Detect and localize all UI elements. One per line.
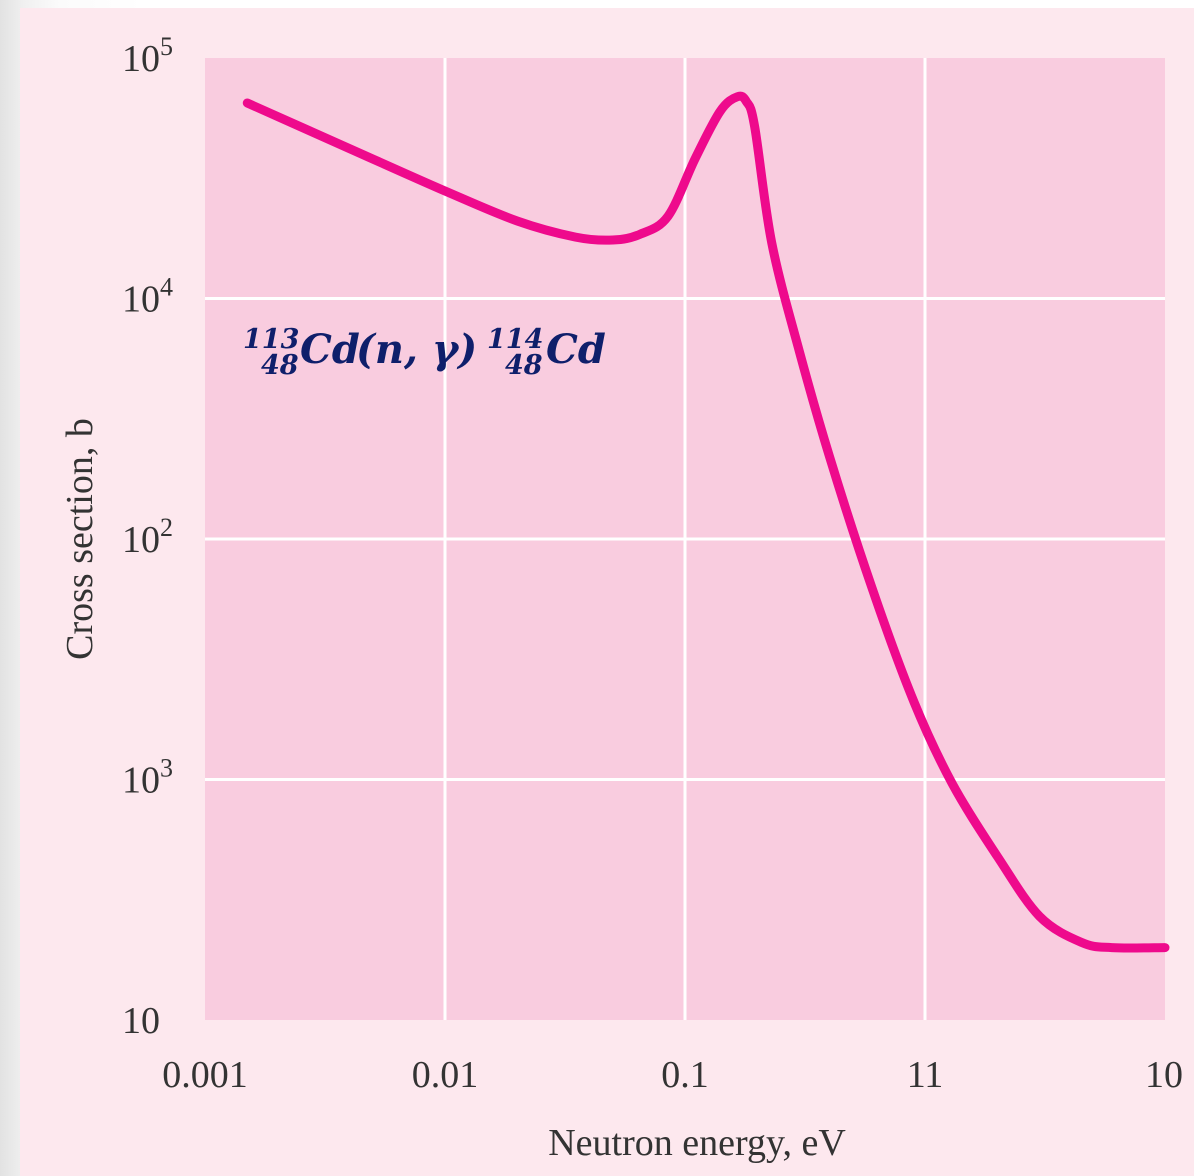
y-tick-base: 10	[122, 1000, 160, 1042]
x-tick-label: 0.001	[162, 1054, 248, 1096]
x-tick-label: 0.01	[412, 1054, 479, 1096]
y-tick-exponent: 2	[160, 513, 173, 542]
annotation-reaction: (n, γ)	[356, 326, 477, 373]
y-tick-label: 10	[122, 1000, 160, 1042]
x-tick-label: 0.1	[661, 1054, 709, 1096]
y-tick-label: 103	[122, 754, 173, 802]
x-axis-title: Neutron energy, eV	[548, 1122, 846, 1164]
x-tick-label: 11	[907, 1054, 944, 1096]
y-tick-exponent: 5	[160, 32, 173, 61]
y-tick-label: 104	[122, 273, 173, 321]
annotation-symbol-in: Cd	[300, 326, 360, 373]
y-tick-base: 10	[122, 279, 160, 321]
annotation-z-in: 48	[261, 350, 299, 381]
y-tick-exponent: 4	[160, 273, 173, 302]
annotation-symbol-out: Cd	[546, 326, 606, 373]
y-tick-base: 10	[122, 519, 160, 561]
annotation-z-out: 48	[505, 350, 543, 381]
reaction-annotation: 113 48 Cd (n, γ) 114 48 Cd	[243, 324, 606, 381]
y-tick-label: 102	[122, 513, 173, 561]
x-tick-label: 10	[1145, 1054, 1183, 1096]
y-axis-title: Cross section, b	[59, 418, 101, 660]
y-tick-exponent: 3	[160, 754, 173, 783]
series-line	[242, 91, 1170, 953]
y-tick-base: 10	[122, 760, 160, 802]
y-tick-label: 105	[122, 32, 173, 80]
y-tick-base: 10	[122, 38, 160, 80]
annotation-mass-in: 113	[243, 324, 299, 355]
grid-lines	[205, 58, 1165, 1020]
x-tick-labels: 0.001 0.01 0.1 11 10	[162, 1054, 1183, 1096]
annotation-mass-out: 114	[487, 324, 543, 355]
